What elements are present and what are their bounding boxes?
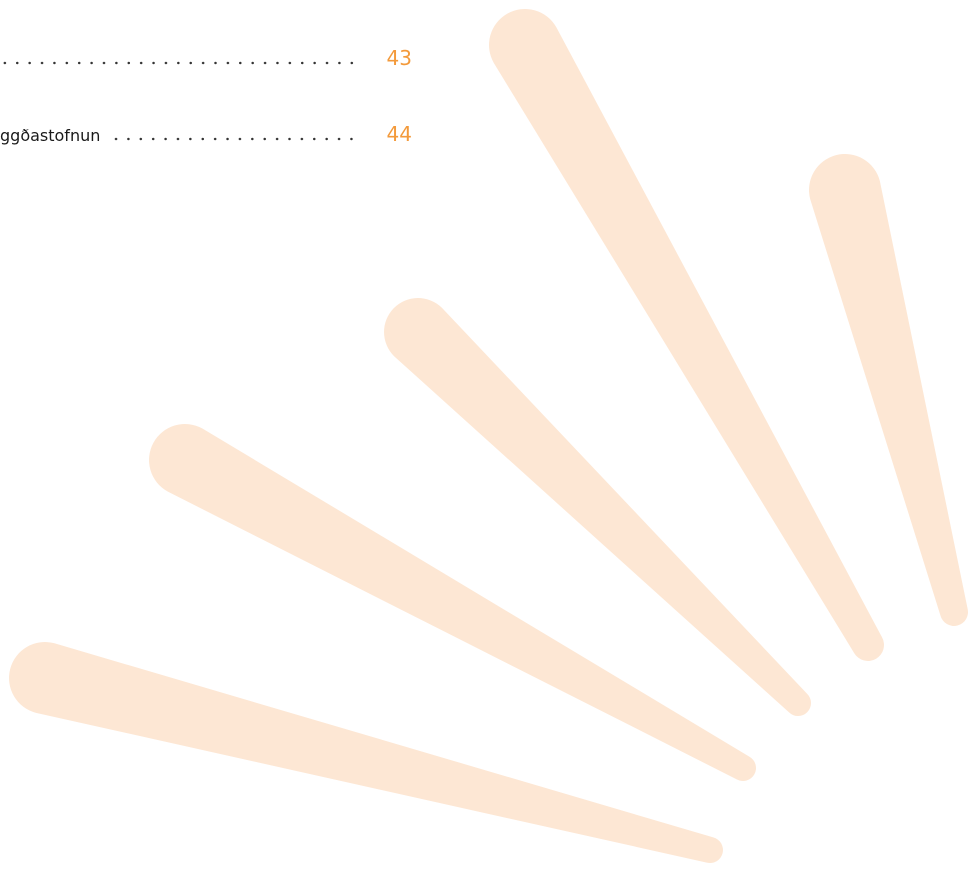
page-number: 44: [378, 122, 412, 146]
dot-leader: [108, 137, 358, 141]
page-number: 43: [378, 46, 412, 70]
ray: [9, 642, 723, 863]
page: {"toc": [{"page": 43}, {"label": "ggðast…: [0, 0, 971, 872]
toc-entry: ggðastofnun 44: [0, 122, 412, 146]
entry-title: ggðastofnun: [0, 126, 108, 145]
dot-leader: [0, 61, 358, 65]
ray: [489, 9, 884, 661]
toc-entry: 43: [0, 46, 412, 70]
ray: [384, 298, 811, 716]
